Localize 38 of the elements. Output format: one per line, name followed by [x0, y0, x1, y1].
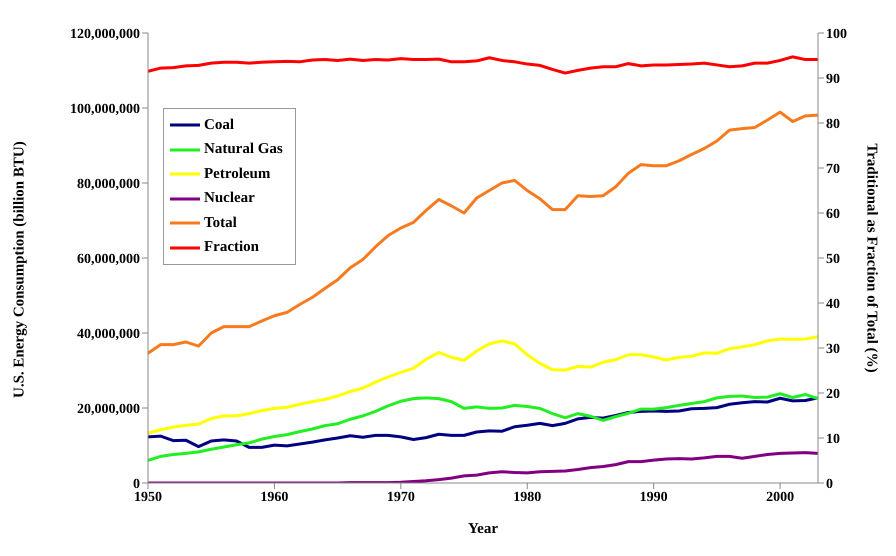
- y2-tick-label: 30: [826, 342, 840, 357]
- y2-tick-label: 20: [826, 386, 840, 402]
- y-axis-title: U.S. Energy Consumption (billion BTU): [11, 141, 28, 398]
- y2-tick-label: 50: [826, 252, 840, 267]
- y-tick-label: 100,000,000: [70, 102, 140, 117]
- legend-label: Total: [204, 214, 237, 232]
- line-series: [148, 335, 818, 435]
- y-tick-label: 120,000,000: [70, 26, 140, 42]
- y2-tick-label: 60: [826, 206, 840, 222]
- y2-tick-label: 10: [826, 432, 840, 447]
- x-tick-label: 1970: [386, 490, 415, 505]
- x-tick-label: 2000: [766, 490, 794, 505]
- x-tick-label: 1960: [260, 490, 288, 505]
- y2-tick-label: 40: [826, 296, 840, 312]
- y2-tick-label: 100: [826, 26, 847, 42]
- legend-label: Coal: [204, 116, 234, 134]
- y2-tick-label: 80: [826, 116, 840, 132]
- line-series: [148, 396, 818, 449]
- line-series: [148, 55, 818, 75]
- y2-tick-label: 90: [826, 72, 840, 87]
- x-axis-title: Year: [468, 521, 498, 537]
- y-tick-label: 40,000,000: [77, 326, 140, 342]
- legend-label: Petroleum: [204, 166, 270, 183]
- y-tick-label: 80,000,000: [77, 176, 140, 192]
- y-tick-label: 0: [133, 476, 140, 492]
- x-tick-label: 1950: [134, 490, 162, 505]
- legend-label: Fraction: [204, 239, 259, 256]
- y2-tick-label: 70: [826, 162, 840, 177]
- line-series: [148, 110, 818, 355]
- y-tick-label: 20,000,000: [77, 402, 140, 417]
- line-series: [148, 392, 818, 462]
- legend-label: Nuclear: [204, 190, 255, 208]
- y2-tick-label: 0: [826, 476, 833, 492]
- x-tick-label: 1990: [640, 490, 668, 505]
- legend-label: Natural Gas: [204, 141, 283, 158]
- y-tick-label: 60,000,000: [77, 252, 140, 267]
- y2-axis-title: Traditional as Fraction of Total (%): [864, 143, 880, 373]
- x-tick-label: 1980: [513, 490, 542, 505]
